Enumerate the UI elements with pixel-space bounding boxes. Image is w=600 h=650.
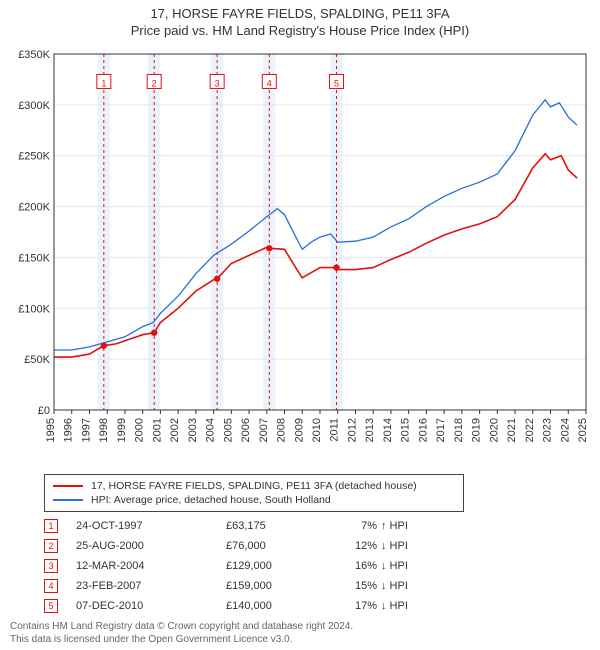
svg-text:2011: 2011 [329,418,341,442]
legend-label-hpi: HPI: Average price, detached house, Sout… [91,493,331,507]
event-marker-icon: 2 [44,539,58,553]
svg-text:£350K: £350K [18,49,50,61]
svg-text:2003: 2003 [187,418,199,442]
event-price: £159,000 [226,580,326,592]
legend-swatch-property [53,485,83,487]
svg-text:2023: 2023 [542,418,554,442]
legend-swatch-hpi [53,499,83,501]
svg-text:2004: 2004 [205,418,217,442]
svg-text:2012: 2012 [346,418,358,442]
svg-text:2017: 2017 [435,418,447,442]
event-row: 4 23-FEB-2007£159,00015%↓ HPI [44,576,590,596]
event-direction: ↓ HPI [381,540,471,552]
svg-text:£100K: £100K [18,303,50,315]
svg-text:£150K: £150K [18,252,50,264]
svg-text:2001: 2001 [151,418,163,442]
footer-line2: This data is licensed under the Open Gov… [10,634,590,647]
svg-text:2005: 2005 [222,418,234,442]
event-pct: 16% [326,560,381,572]
event-direction: ↓ HPI [381,600,471,612]
svg-text:2002: 2002 [169,418,181,442]
event-price: £140,000 [226,600,326,612]
event-pct: 15% [326,580,381,592]
svg-text:£0: £0 [38,405,50,417]
event-direction: ↓ HPI [381,580,471,592]
svg-text:2008: 2008 [276,418,288,442]
event-row: 1 24-OCT-1997£63,1757%↑ HPI [44,516,590,536]
svg-text:£50K: £50K [24,354,50,366]
events-table: 1 24-OCT-1997£63,1757%↑ HPI 2 25-AUG-2000£7… [44,516,590,616]
svg-text:2016: 2016 [417,418,429,442]
event-price: £76,000 [226,540,326,552]
svg-text:2015: 2015 [400,418,412,442]
svg-text:1999: 1999 [116,418,128,442]
svg-text:2019: 2019 [471,418,483,442]
svg-text:£300K: £300K [18,100,50,112]
svg-text:2022: 2022 [524,418,536,442]
event-row: 5 07-DEC-2010£140,00017%↓ HPI [44,596,590,616]
event-row: 2 25-AUG-2000£76,00012%↓ HPI [44,536,590,556]
svg-text:2: 2 [152,78,157,88]
svg-text:2021: 2021 [506,418,518,442]
event-price: £129,000 [226,560,326,572]
event-marker-icon: 4 [44,579,58,593]
event-pct: 7% [326,520,381,532]
svg-text:2020: 2020 [488,418,500,442]
event-row: 3 12-MAR-2004£129,00016%↓ HPI [44,556,590,576]
chart-title-subtitle: Price paid vs. HM Land Registry's House … [8,23,592,38]
event-marker-icon: 1 [44,519,58,533]
event-direction: ↓ HPI [381,560,471,572]
svg-text:5: 5 [334,78,339,88]
svg-text:1995: 1995 [45,418,57,442]
svg-text:1996: 1996 [63,418,75,442]
event-date: 24-OCT-1997 [76,520,226,532]
legend: 17, HORSE FAYRE FIELDS, SPALDING, PE11 3… [44,474,464,512]
chart-title-address: 17, HORSE FAYRE FIELDS, SPALDING, PE11 3… [8,6,592,21]
event-date: 07-DEC-2010 [76,600,226,612]
event-date: 25-AUG-2000 [76,540,226,552]
svg-text:3: 3 [215,78,220,88]
svg-text:2000: 2000 [134,418,146,442]
svg-text:2025: 2025 [577,418,589,442]
legend-item-hpi: HPI: Average price, detached house, Sout… [53,493,455,507]
svg-text:4: 4 [267,78,272,88]
svg-text:2009: 2009 [293,418,305,442]
svg-text:2013: 2013 [364,418,376,442]
svg-text:2014: 2014 [382,418,394,442]
event-date: 23-FEB-2007 [76,580,226,592]
event-date: 12-MAR-2004 [76,560,226,572]
price-chart: £0 £50K £100K £150K £200K £250K £300K £350K 1995… [10,48,590,468]
event-direction: ↑ HPI [381,520,471,532]
event-price: £63,175 [226,520,326,532]
event-pct: 17% [326,600,381,612]
svg-text:2006: 2006 [240,418,252,442]
svg-text:2024: 2024 [559,418,571,442]
svg-text:1998: 1998 [98,418,110,442]
legend-item-property: 17, HORSE FAYRE FIELDS, SPALDING, PE11 3… [53,479,455,493]
svg-text:1997: 1997 [80,418,92,442]
event-marker-icon: 3 [44,559,58,573]
event-pct: 12% [326,540,381,552]
chart-container: £0 £50K £100K £150K £200K £250K £300K £350K 1995… [10,48,590,468]
svg-text:2018: 2018 [453,418,465,442]
footer-line1: Contains HM Land Registry data © Crown c… [10,621,590,634]
event-marker-icon: 5 [44,599,58,613]
footer: Contains HM Land Registry data © Crown c… [10,621,590,646]
svg-text:£200K: £200K [18,202,50,214]
svg-text:2010: 2010 [311,418,323,442]
svg-text:2007: 2007 [258,418,270,442]
svg-text:£250K: £250K [18,151,50,163]
legend-label-property: 17, HORSE FAYRE FIELDS, SPALDING, PE11 3… [91,479,417,493]
svg-text:1: 1 [101,78,106,88]
